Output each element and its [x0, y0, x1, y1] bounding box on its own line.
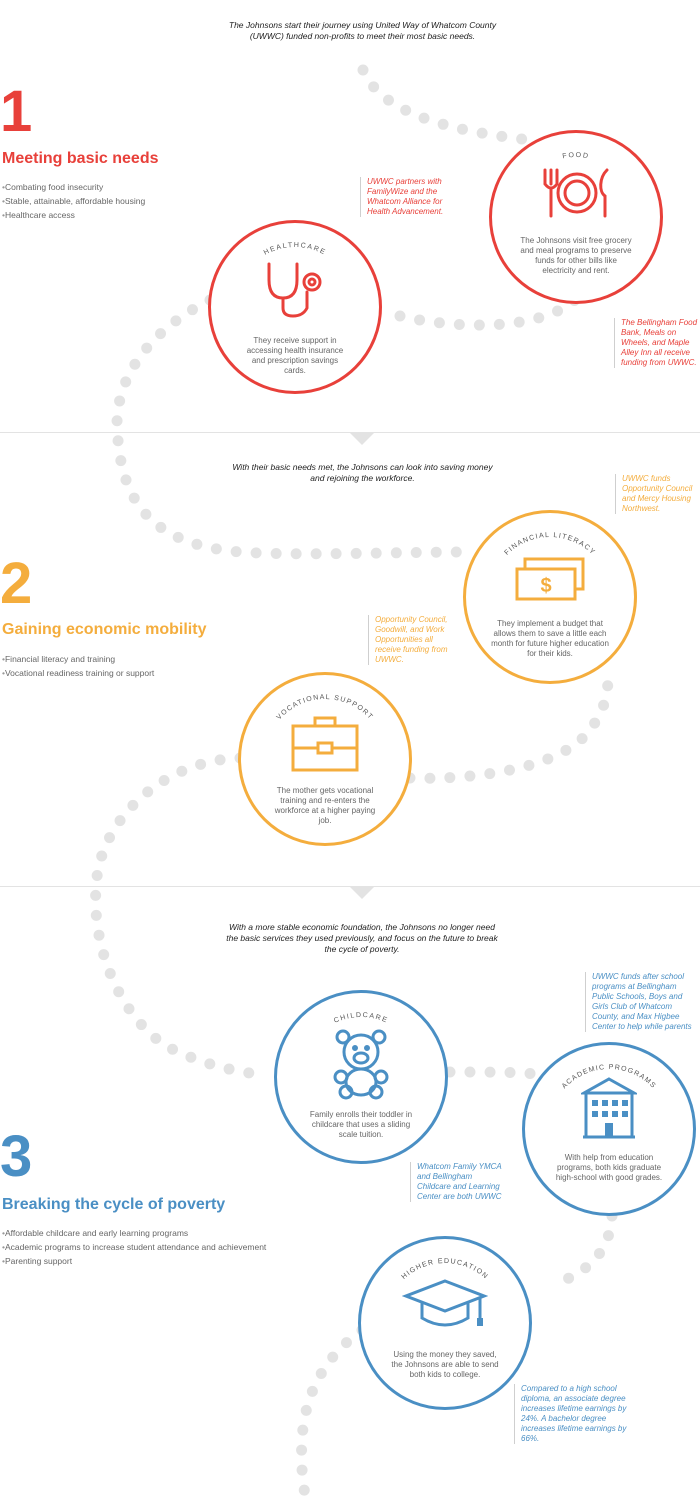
financial-literacy-step-note: UWWC funds Opportunity Council and Mercy… [615, 474, 700, 514]
teddy-bear-icon [333, 1029, 389, 1100]
section-3-intro: With a more stable economic foundation, … [226, 922, 498, 954]
healthcare-step-text: They receive support in accessing health… [246, 336, 344, 375]
list-item: Parenting support [2, 1254, 266, 1268]
list-item: Healthcare access [2, 208, 145, 222]
list-item: Stable, attainable, affordable housing [2, 194, 145, 208]
higher-education-step-circle [358, 1236, 532, 1410]
childcare-step-circle [274, 990, 448, 1164]
list-item: Academic programs to increase student at… [2, 1240, 266, 1254]
childcare-step-label: CHILDCARE [333, 1012, 389, 1025]
svg-text:FOOD: FOOD [562, 152, 590, 160]
vocational-support-step-text: The mother gets vocational training and … [274, 786, 376, 825]
section-1-intro: The Johnsons start their journey using U… [228, 20, 497, 41]
list-item: Vocational readiness training or support [2, 666, 154, 680]
section-2-intro: With their basic needs met, the Johnsons… [232, 462, 493, 483]
section-2-bullets: Financial literacy and training Vocation… [2, 652, 154, 680]
section-3-bullets: Affordable childcare and early learning … [2, 1226, 266, 1268]
svg-text:$: $ [540, 575, 551, 597]
section-1-title: Meeting basic needs [2, 150, 159, 167]
svg-text:CHILDCARE: CHILDCARE [333, 1012, 389, 1025]
higher-education-step-label: HIGHER EDUCATION [400, 1258, 488, 1281]
svg-text:HEALTHCARE: HEALTHCARE [263, 242, 327, 257]
food-step-circle [489, 130, 663, 304]
section-2-title: Gaining economic mobility [2, 621, 207, 638]
healthcare-step-circle [208, 220, 382, 394]
utensils-plate-icon [543, 168, 609, 218]
vocational-support-step-circle [238, 672, 412, 846]
food-step-label: FOOD [562, 152, 590, 160]
section-1-bullets: Combating food insecurity Stable, attain… [2, 180, 145, 222]
food-step-text: The Johnsons visit free grocery and meal… [520, 236, 632, 275]
svg-text:FINANCIAL LITERACY: FINANCIAL LITERACY [503, 532, 596, 557]
vocational-support-step-note: Opportunity Council, Goodwill, and Work … [368, 615, 449, 665]
list-item: Combating food insecurity [2, 180, 145, 194]
academic-programs-step-label: ACADEMIC PROGRAMS [561, 1064, 656, 1090]
financial-literacy-step-label: FINANCIAL LITERACY [503, 532, 596, 557]
healthcare-step-note: UWWC partners with FamilyWize and the Wh… [360, 177, 447, 217]
section-2-number: 2 [0, 551, 33, 616]
childcare-step-text: Family enrolls their toddler in childcar… [309, 1110, 413, 1139]
childcare-step-note: Whatcom Family YMCA and Bellingham Child… [410, 1162, 507, 1202]
healthcare-step-label: HEALTHCARE [263, 242, 327, 257]
graduation-cap-icon [402, 1279, 488, 1327]
stethoscope-icon [267, 262, 322, 318]
down-arrow-icon [349, 886, 375, 899]
school-building-icon [581, 1077, 637, 1139]
higher-education-step-note: Compared to a high school diploma, an as… [514, 1384, 629, 1444]
higher-education-step-text: Using the money they saved, the Johnsons… [391, 1350, 499, 1379]
section-3-number: 3 [0, 1124, 33, 1189]
food-step-note: The Bellingham Food Bank, Meals on Wheel… [614, 318, 700, 368]
list-item: Affordable childcare and early learning … [2, 1226, 266, 1240]
briefcase-icon [291, 716, 359, 772]
section-3-title: Breaking the cycle of poverty [2, 1196, 226, 1213]
down-arrow-icon [349, 432, 375, 445]
academic-programs-step-note: UWWC funds after school programs at Bell… [585, 972, 700, 1032]
list-item: Financial literacy and training [2, 652, 154, 666]
money-bills-icon: $ [515, 557, 585, 601]
financial-literacy-step-text: They implement a budget that allows them… [491, 619, 609, 658]
section-1-number: 1 [0, 79, 33, 144]
academic-programs-step-text: With help from education programs, both … [555, 1153, 663, 1182]
